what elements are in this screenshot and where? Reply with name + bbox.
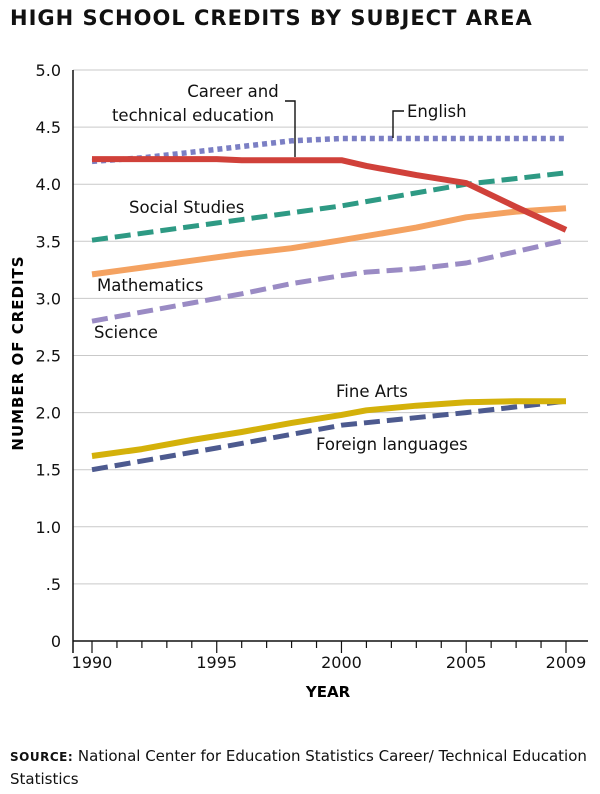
annotations: Career and technical education English Soci… (94, 82, 468, 454)
series-lines (91, 135, 568, 473)
source-text: National Center for Education Statistics… (10, 747, 587, 788)
y-tick-label: .5 (46, 575, 61, 594)
y-axis-ticks: 0 .5 1.0 1.5 2.0 2.5 3.0 3.5 4.0 4.5 5.0 (36, 61, 61, 651)
series-annotation: English (407, 102, 467, 121)
y-tick-label: 5.0 (36, 61, 61, 80)
series-annotation: Career and (187, 82, 278, 101)
x-tick-label: 1990 (72, 653, 113, 672)
series-line-social-studies (91, 170, 567, 243)
axes (72, 70, 588, 653)
series-annotation: Social Studies (129, 198, 244, 217)
x-tick-label: 2000 (321, 653, 362, 672)
y-tick-label: 1.0 (36, 518, 61, 537)
series-annotation: Foreign languages (316, 435, 468, 454)
series-line-science (91, 237, 567, 324)
career-leader-line (285, 100, 296, 157)
series-annotation: Science (94, 323, 158, 342)
source-note: SOURCE: National Center for Education St… (10, 745, 590, 790)
line-chart: 0 .5 1.0 1.5 2.0 2.5 3.0 3.5 4.0 4.5 5.0 1990 1995 2… (9, 61, 588, 701)
source-label: SOURCE: (10, 750, 74, 764)
series-annotation: Fine Arts (336, 382, 408, 401)
y-tick-label: 3.5 (36, 232, 61, 251)
series-annotation: Mathematics (97, 276, 203, 295)
y-tick-label: 2.5 (36, 347, 61, 366)
x-tick-label: 1995 (196, 653, 237, 672)
x-tick-label: 2005 (446, 653, 487, 672)
y-axis-label: NUMBER OF CREDITS (9, 255, 27, 450)
y-tick-label: 2.0 (36, 404, 61, 423)
y-tick-label: 4.0 (36, 175, 61, 194)
series-line-mathematics (91, 205, 567, 278)
x-axis-ticks: 1990 1995 2000 2005 2009 (72, 641, 587, 672)
series-annotation: technical education (112, 106, 274, 125)
gridlines (73, 69, 588, 585)
y-tick-label: 3.0 (36, 289, 61, 308)
series-line-foreign-languages (91, 398, 567, 473)
series-line-fine-arts (91, 398, 566, 459)
x-axis-label: YEAR (305, 683, 351, 701)
y-tick-label: 4.5 (36, 118, 61, 137)
x-tick-label: 2009 (546, 653, 587, 672)
english-leader-line (392, 110, 404, 138)
y-tick-label: 0 (51, 632, 61, 651)
series-line-career-and-technical-education (92, 156, 568, 233)
chart-title: HIGH SCHOOL CREDITS BY SUBJECT AREA (10, 6, 533, 30)
y-tick-label: 1.5 (36, 461, 61, 480)
